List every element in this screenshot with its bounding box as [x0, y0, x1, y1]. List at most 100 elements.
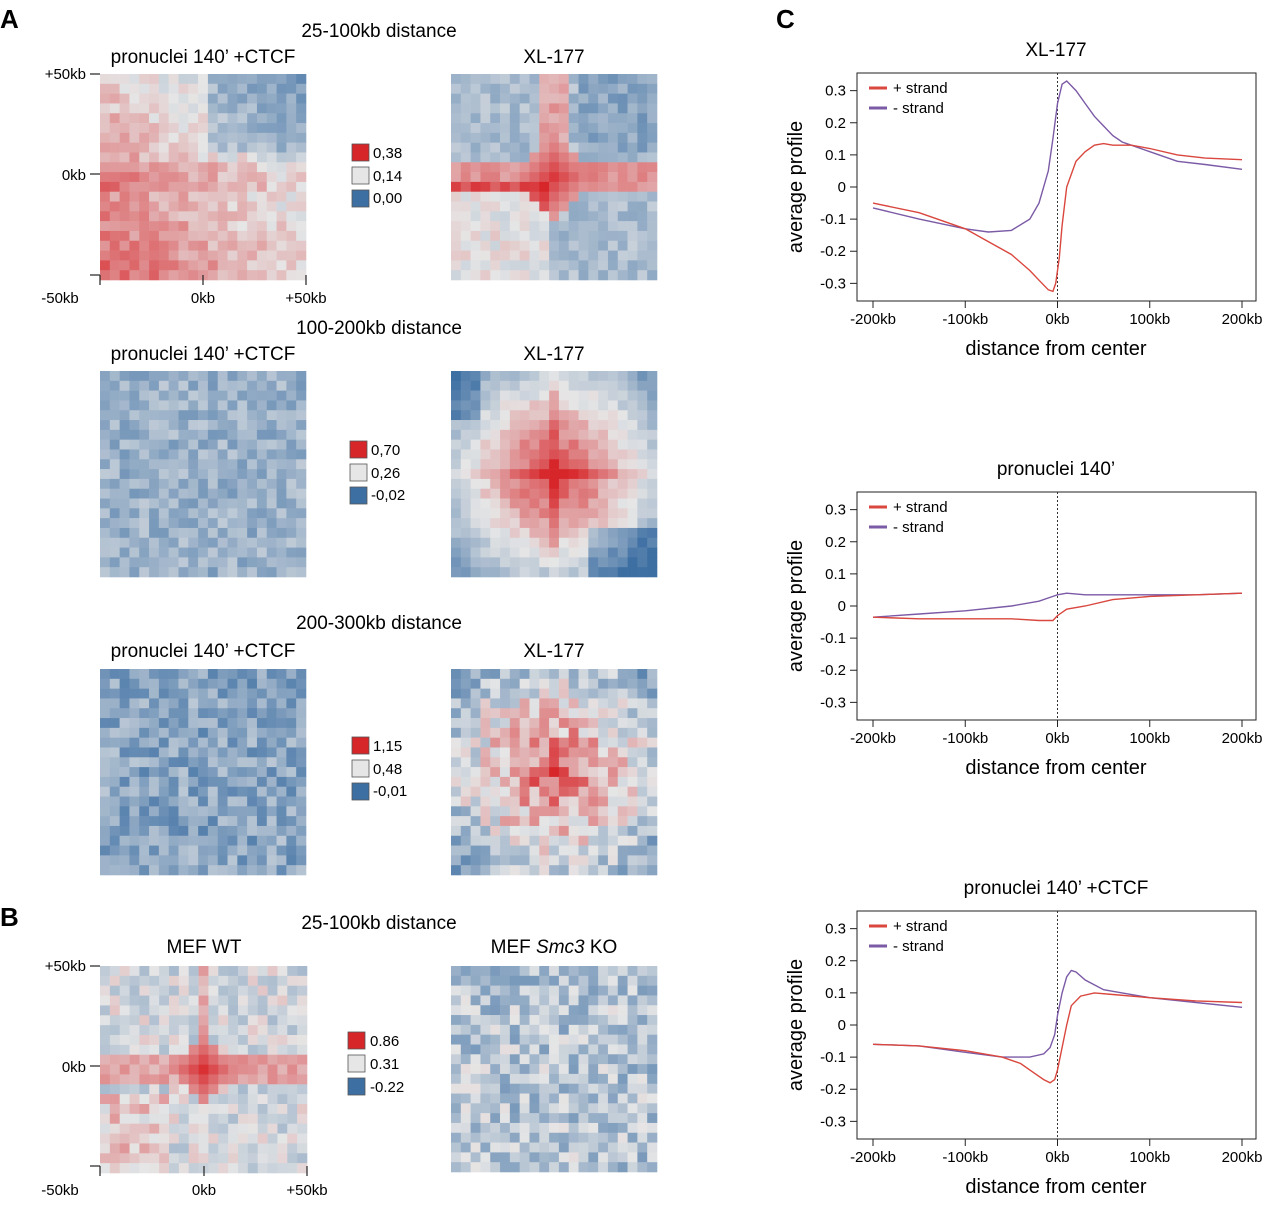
heatmap-a3-left: [100, 669, 307, 876]
heatmap-cell: [296, 260, 307, 271]
heatmap-cell: [247, 537, 258, 548]
heatmap-cell: [637, 1083, 648, 1094]
heatmap-cell: [217, 152, 228, 163]
heatmap-cell: [568, 1054, 579, 1065]
heatmap-cell: [266, 786, 277, 797]
heatmap-cell: [588, 93, 599, 104]
heatmap-cell: [158, 113, 169, 124]
heatmap-cell: [119, 230, 130, 242]
heatmap-cell: [168, 669, 179, 680]
heatmap-cell: [460, 698, 471, 709]
heatmap-cell: [627, 103, 638, 114]
heatmap-cell: [588, 380, 599, 391]
heatmap-cell: [598, 708, 609, 719]
heatmap-cell: [509, 975, 520, 986]
heatmap-cell: [276, 688, 287, 699]
heatmap-cell: [217, 191, 228, 202]
heatmap-cell: [266, 113, 277, 124]
heatmap-cell: [549, 557, 560, 568]
heatmap-cell: [188, 211, 199, 222]
heatmap-cell: [637, 1122, 648, 1134]
heatmap-cell: [637, 449, 648, 460]
heatmap-cell: [149, 1074, 160, 1085]
heatmap-cell: [188, 1044, 199, 1056]
heatmap-cell: [207, 142, 219, 153]
heatmap-cell: [109, 469, 120, 480]
y-tick-label: 0.2: [825, 534, 846, 551]
heatmap-cell: [109, 371, 120, 382]
heatmap-cell: [267, 1064, 278, 1075]
heatmap-cell: [519, 420, 530, 431]
heatmap-cell: [598, 865, 609, 876]
heatmap-cell: [218, 1015, 229, 1026]
heatmap-cell: [578, 260, 589, 271]
heatmap-cell: [568, 1005, 579, 1016]
heatmap-cell: [247, 400, 258, 411]
heatmap-cell: [129, 1153, 140, 1164]
heatmap-cell: [539, 123, 550, 134]
heatmap-cell: [276, 211, 287, 222]
heatmap-cell: [198, 727, 209, 738]
heatmap-cell: [159, 1084, 170, 1095]
heatmap-cell: [539, 103, 550, 114]
heatmap-cell: [178, 995, 190, 1006]
heatmap-cell: [568, 201, 579, 212]
heatmap-cell: [158, 420, 169, 431]
heatmap-cell: [129, 230, 140, 242]
heatmap-cell: [237, 400, 248, 411]
heatmap-cell: [509, 1132, 520, 1143]
heatmap-cell: [208, 1054, 219, 1065]
heatmap-cell: [578, 966, 589, 977]
heatmap-cell: [598, 498, 609, 509]
heatmap-cell: [178, 747, 189, 758]
heatmap-cell: [119, 498, 130, 509]
heatmap-cell: [627, 74, 638, 85]
heatmap-cell: [158, 776, 169, 788]
heatmap-cell: [480, 816, 491, 827]
heatmap-cell: [227, 400, 238, 411]
heatmap-cell: [598, 845, 609, 856]
heatmap-cell: [267, 1113, 278, 1125]
heatmap-cell: [168, 250, 179, 261]
heatmap-cell: [490, 380, 501, 391]
heatmap-cell: [286, 93, 297, 104]
heatmap-cell: [647, 93, 658, 104]
heatmap-cell: [480, 410, 491, 421]
heatmap-cell: [558, 975, 570, 986]
heatmap-cell: [297, 1064, 308, 1075]
heatmap-cell: [598, 1162, 609, 1173]
heatmap-cell: [460, 270, 471, 281]
heatmap-cell: [470, 123, 481, 134]
heatmap-cell: [149, 1133, 160, 1144]
legend-label: + strand: [893, 918, 948, 935]
heatmap-cell: [109, 459, 120, 470]
heatmap-cell: [296, 83, 307, 94]
heatmap-cell: [617, 855, 628, 866]
heatmap-cell: [598, 270, 609, 281]
heatmap-cell: [158, 557, 169, 568]
heatmap-cell: [647, 459, 658, 470]
heatmap-cell: [217, 806, 228, 817]
heatmap-cell: [568, 966, 579, 977]
heatmap-cell: [617, 1073, 628, 1085]
heatmap-cell: [256, 737, 268, 748]
heatmap-cell: [149, 1143, 160, 1154]
heatmap-cell: [509, 230, 520, 242]
heatmap-cell: [539, 835, 550, 846]
heatmap-cell: [139, 518, 150, 529]
heatmap-cell: [247, 270, 258, 281]
heatmap-cell: [119, 429, 130, 440]
heatmap-cell: [490, 400, 501, 411]
heatmap-cell: [470, 727, 481, 738]
heatmap-cell: [509, 498, 520, 509]
heatmap-cell: [178, 270, 189, 281]
heatmap-cell: [460, 181, 471, 193]
heatmap-cell: [509, 527, 520, 539]
heatmap-cell: [100, 727, 111, 738]
x-axis-label: distance from center: [965, 1176, 1147, 1198]
heatmap-cell: [617, 1132, 628, 1143]
heatmap-cell: [617, 1015, 628, 1026]
heatmap-cell: [519, 835, 530, 846]
heatmap-cell: [558, 547, 570, 558]
heatmap-cell: [129, 816, 140, 827]
